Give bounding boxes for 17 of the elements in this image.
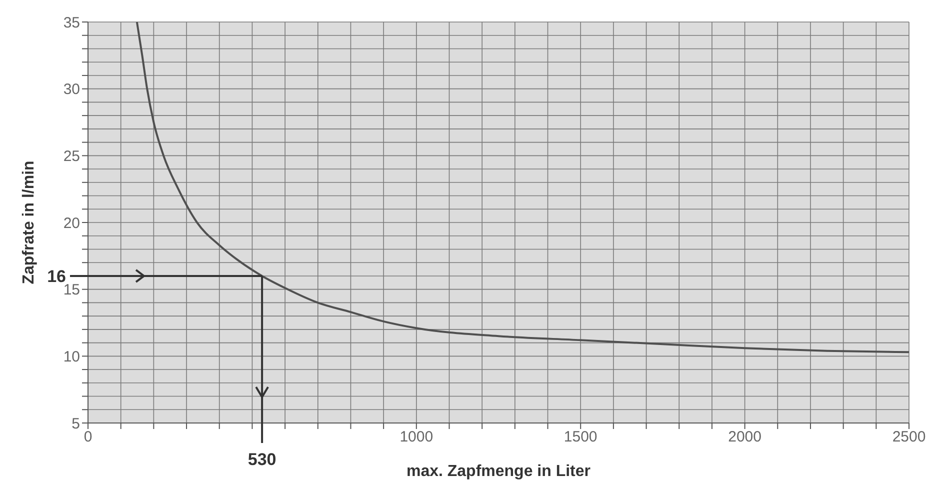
y-tick-label: 15 <box>63 282 80 299</box>
ref-line-label: 16 <box>47 266 66 286</box>
x-axis-title: max. Zapfmenge in Liter <box>406 463 591 480</box>
y-tick-label: 5 <box>72 415 80 432</box>
x-tick-label: 1000 <box>400 428 434 446</box>
x-tick-label: 0 <box>84 428 92 446</box>
y-tick-label: 35 <box>63 14 80 32</box>
x-tick-label: 2000 <box>728 428 762 446</box>
y-axis-title: Zapfrate in l/min <box>20 160 38 284</box>
ref-line-label: 530 <box>248 450 276 469</box>
x-tick-label: 2500 <box>892 428 926 446</box>
y-tick-label: 10 <box>63 348 80 366</box>
y-tick-label: 30 <box>63 81 80 98</box>
x-tick-label: 1500 <box>564 428 598 446</box>
line-series <box>136 22 909 354</box>
y-tick-label: 25 <box>63 148 80 165</box>
y-tick-label: 20 <box>63 214 80 232</box>
